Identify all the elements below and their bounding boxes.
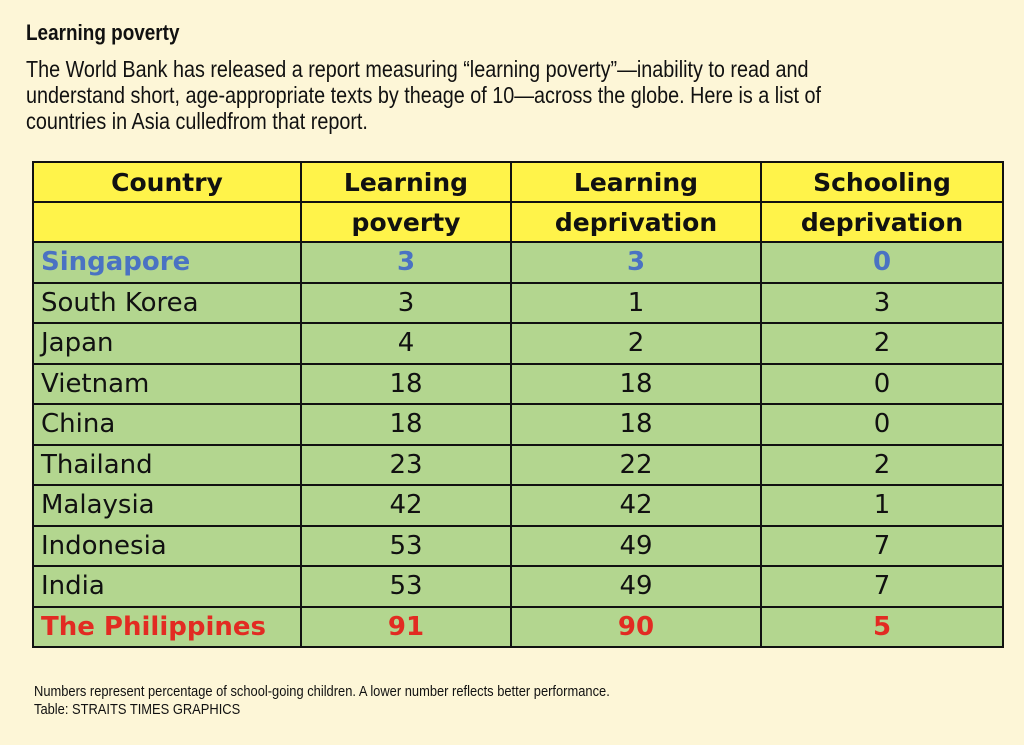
schooling-deprivation-cell: 5 — [760, 605, 1004, 648]
learning-deprivation-cell: 18 — [510, 403, 762, 446]
country-cell: Vietnam — [32, 362, 302, 405]
learning-deprivation-cell: 1 — [510, 281, 762, 324]
learning-deprivation-cell: 2 — [510, 322, 762, 365]
country-cell: Japan — [32, 322, 302, 365]
intro-text: The World Bank has released a report mea… — [26, 56, 955, 134]
column-header-country: Country — [32, 161, 302, 203]
country-cell: India — [32, 565, 302, 608]
country-cell: Indonesia — [32, 524, 302, 567]
learning-poverty-cell: 3 — [300, 241, 512, 284]
table-row: The Philippines 91 90 5 — [32, 605, 1004, 648]
header-row: Country Learning Learning Schooling — [32, 161, 1004, 203]
table-row: Indonesia 53 49 7 — [32, 524, 1004, 567]
column-header-schooling-deprivation-line2: deprivation — [760, 201, 1004, 243]
learning-poverty-cell: 91 — [300, 605, 512, 648]
column-header-schooling-deprivation: Schooling — [760, 161, 1004, 203]
table-row: Singapore 3 3 0 — [32, 241, 1004, 284]
learning-deprivation-cell: 22 — [510, 443, 762, 486]
learning-deprivation-cell: 3 — [510, 241, 762, 284]
intro-line: countries in Asia culledfrom that report… — [26, 108, 368, 134]
table-row: Malaysia 42 42 1 — [32, 484, 1004, 527]
intro-line: understand short, age-appropriate texts … — [26, 82, 821, 108]
country-cell: Singapore — [32, 241, 302, 284]
chart-title: Learning poverty — [26, 20, 180, 45]
learning-deprivation-cell: 49 — [510, 524, 762, 567]
schooling-deprivation-cell: 2 — [760, 443, 1004, 486]
country-cell: South Korea — [32, 281, 302, 324]
learning-poverty-cell: 18 — [300, 362, 512, 405]
column-header-country-line2 — [32, 201, 302, 243]
learning-poverty-cell: 18 — [300, 403, 512, 446]
country-cell: China — [32, 403, 302, 446]
footnote-source: Table: STRAITS TIMES GRAPHICS — [34, 701, 241, 718]
schooling-deprivation-cell: 3 — [760, 281, 1004, 324]
footnote-note: Numbers represent percentage of school-g… — [34, 683, 610, 700]
learning-poverty-cell: 23 — [300, 443, 512, 486]
learning-deprivation-cell: 90 — [510, 605, 762, 648]
table-row: China 18 18 0 — [32, 403, 1004, 446]
column-header-learning-poverty-line2: poverty — [300, 201, 512, 243]
intro-line: The World Bank has released a report mea… — [26, 56, 809, 82]
learning-poverty-cell: 3 — [300, 281, 512, 324]
schooling-deprivation-cell: 0 — [760, 362, 1004, 405]
learning-poverty-cell: 4 — [300, 322, 512, 365]
learning-poverty-cell: 53 — [300, 565, 512, 608]
table-row: Japan 4 2 2 — [32, 322, 1004, 365]
learning-deprivation-cell: 42 — [510, 484, 762, 527]
table-body: Country Learning Learning Schooling pove… — [32, 161, 1004, 648]
footnote: Numbers represent percentage of school-g… — [34, 683, 610, 719]
schooling-deprivation-cell: 1 — [760, 484, 1004, 527]
learning-poverty-cell: 53 — [300, 524, 512, 567]
schooling-deprivation-cell: 7 — [760, 524, 1004, 567]
schooling-deprivation-cell: 2 — [760, 322, 1004, 365]
schooling-deprivation-cell: 0 — [760, 241, 1004, 284]
learning-poverty-cell: 42 — [300, 484, 512, 527]
column-header-learning-poverty: Learning — [300, 161, 512, 203]
table-row: Vietnam 18 18 0 — [32, 362, 1004, 405]
learning-poverty-table: Country Learning Learning Schooling pove… — [32, 161, 1004, 648]
header-row: poverty deprivation deprivation — [32, 201, 1004, 243]
schooling-deprivation-cell: 0 — [760, 403, 1004, 446]
country-cell: Malaysia — [32, 484, 302, 527]
table-row: India 53 49 7 — [32, 565, 1004, 608]
column-header-learning-deprivation-line2: deprivation — [510, 201, 762, 243]
learning-deprivation-cell: 18 — [510, 362, 762, 405]
schooling-deprivation-cell: 7 — [760, 565, 1004, 608]
table-row: Thailand 23 22 2 — [32, 443, 1004, 486]
table-row: South Korea 3 1 3 — [32, 281, 1004, 324]
country-cell: Thailand — [32, 443, 302, 486]
learning-deprivation-cell: 49 — [510, 565, 762, 608]
column-header-learning-deprivation: Learning — [510, 161, 762, 203]
country-cell: The Philippines — [32, 605, 302, 648]
